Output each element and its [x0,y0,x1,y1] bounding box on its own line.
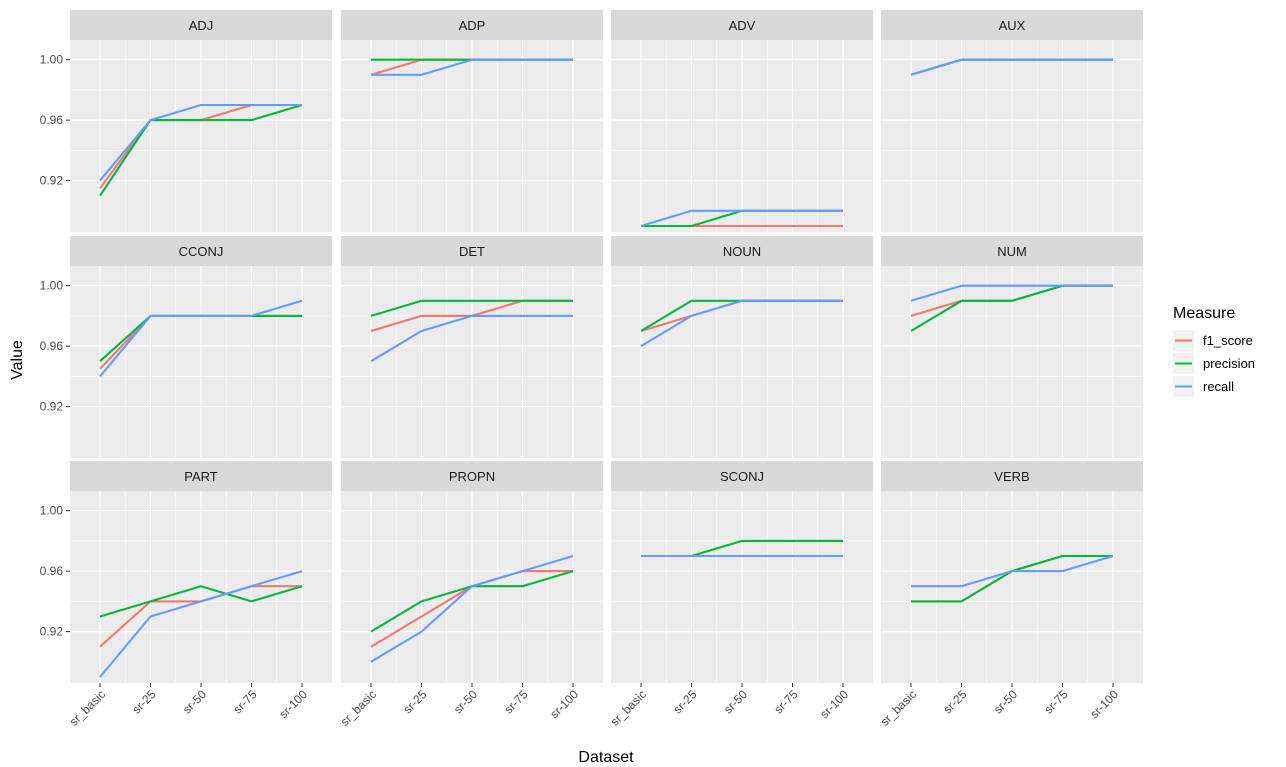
facet-strip-label: DET [459,244,485,259]
facet-strip-label: PART [184,469,218,484]
y-tick-label: 0.92 [40,174,64,188]
facet-strip [70,461,332,491]
series-line-recall [99,103,302,182]
series-line-precision [99,103,303,197]
facet-panel-num: NUM [881,236,1143,458]
y-tick-label: 0.92 [40,400,64,414]
facet-panel-det: DET [341,236,603,458]
series-line-recall [911,554,1114,588]
series-line-precision [370,299,573,317]
legend-label: recall [1203,379,1234,394]
y-axis-layer: 0.92 0.96 1.00 0.92 0.96 1.00 0.92 0.96 1.00 [40,53,70,639]
facet-panel-aux: AUX [881,10,1143,232]
facet-strip [341,236,603,266]
series-line-recall [99,299,303,378]
facet-panel-propn: PROPN [341,461,603,683]
legend-item-precision: precision [1173,353,1255,374]
series-line-recall [640,209,843,228]
facet-strip [70,10,332,40]
panels-layer: ADJ ADP ADV AUX CCONJ DET NOUN NUM PART PROPN SCON… [70,10,1143,683]
facet-strip-label: PROPN [449,469,495,484]
facet-strip [611,461,873,491]
y-axis-title: Value [9,340,26,380]
facet-panel-sconj: SCONJ [611,461,873,683]
series-line-recall [371,58,573,76]
facet-panel-cconj: CCONJ [70,236,332,458]
legend-label: precision [1203,356,1255,371]
facet-strip-label: VERB [994,469,1029,484]
legend-item-f1_score: f1_score [1173,330,1253,351]
facet-strip-label: NOUN [723,244,761,259]
facet-strip [881,461,1143,491]
facet-strip-label: AUX [999,18,1026,33]
y-tick-label: 0.96 [40,339,64,353]
facet-strip [881,236,1143,266]
facet-panel-adj: ADJ [70,10,332,232]
facet-strip [70,236,332,266]
facet-strip [881,10,1143,40]
facet-strip-label: ADP [459,18,486,33]
facet-strip-label: NUM [997,244,1027,259]
legend-title: Measure [1173,305,1235,322]
series-line-recall [910,58,1113,76]
legend-label: f1_score [1203,333,1253,348]
facet-strip [341,10,603,40]
y-tick-label: 1.00 [40,504,64,518]
legend: Measure f1_score precision recall [1173,305,1255,397]
series-line-recall [99,570,303,678]
y-tick-label: 0.92 [40,625,64,639]
y-tick-label: 0.96 [40,113,64,127]
series-line-recall [910,284,1113,302]
facet-strip-label: SCONJ [720,469,764,484]
series-line-precision [99,585,303,618]
facet-panel-part: PART [70,461,332,683]
y-tick-label: 0.96 [40,564,64,578]
facet-panel-noun: NOUN [611,236,873,458]
series-line-recall [370,314,573,363]
facet-strip-label: ADJ [189,18,214,33]
facet-strip-label: ADV [729,18,756,33]
facet-strip-label: CCONJ [179,244,224,259]
facet-strip [611,10,873,40]
y-tick-label: 1.00 [40,279,64,293]
series-line-recall [640,299,843,348]
y-tick-label: 1.00 [40,53,64,67]
facet-panel-adp: ADP [341,10,603,232]
facet-strip [341,461,603,491]
legend-item-recall: recall [1173,376,1234,397]
facet-strip [611,236,873,266]
facet-panel-adv: ADV [611,10,873,232]
x-axis-title: Dataset [578,749,634,766]
facet-panel-verb: VERB [881,461,1143,683]
series-line-recall [370,554,574,663]
